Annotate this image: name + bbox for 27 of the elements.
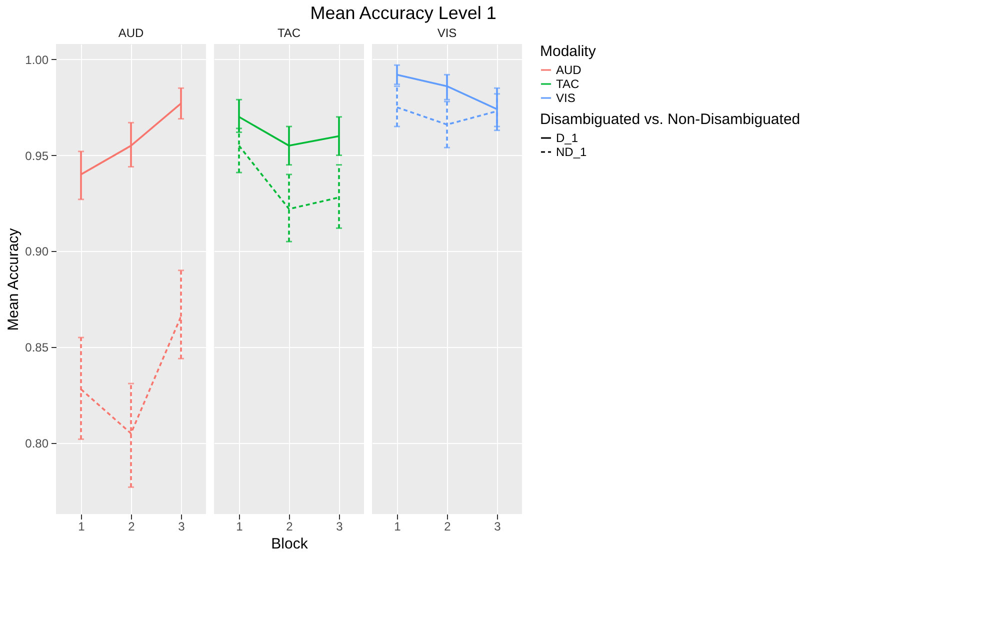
text: TAC <box>556 77 580 91</box>
y-axis-title: Mean Accuracy <box>5 228 22 331</box>
x-tick-label: 2 <box>286 520 294 534</box>
x-tick-label: 1 <box>394 520 402 534</box>
text: ND_1 <box>556 145 588 159</box>
x-tick-label: 3 <box>336 520 344 534</box>
x-tick-label: 3 <box>178 520 186 534</box>
legend-title: Modality <box>540 43 596 60</box>
y-tick-label: 1.00 <box>25 52 49 67</box>
x-tick-label: 3 <box>494 520 502 534</box>
y-tick-label: 0.95 <box>25 148 49 163</box>
x-tick-label: 1 <box>78 520 86 534</box>
y-tick-label: 0.90 <box>25 244 49 259</box>
text: Mean Accuracy Level 1 <box>310 3 496 23</box>
y-tick-label: 0.80 <box>25 436 49 451</box>
chart-subtitle: AUD <box>118 26 144 40</box>
text: D_1 <box>556 131 578 145</box>
x-tick-label: 1 <box>236 520 244 534</box>
text: VIS <box>556 91 576 105</box>
y-tick-label: 0.85 <box>25 340 49 355</box>
chart-subtitle: VIS <box>437 26 457 40</box>
x-axis-title: Block <box>271 536 308 552</box>
legend-title: Disambiguated vs. Non-Disambiguated <box>540 111 800 128</box>
x-tick-label: 2 <box>128 520 136 534</box>
chart-subtitle: TAC <box>277 26 301 40</box>
x-tick-label: 2 <box>444 520 452 534</box>
text: AUD <box>556 63 582 77</box>
